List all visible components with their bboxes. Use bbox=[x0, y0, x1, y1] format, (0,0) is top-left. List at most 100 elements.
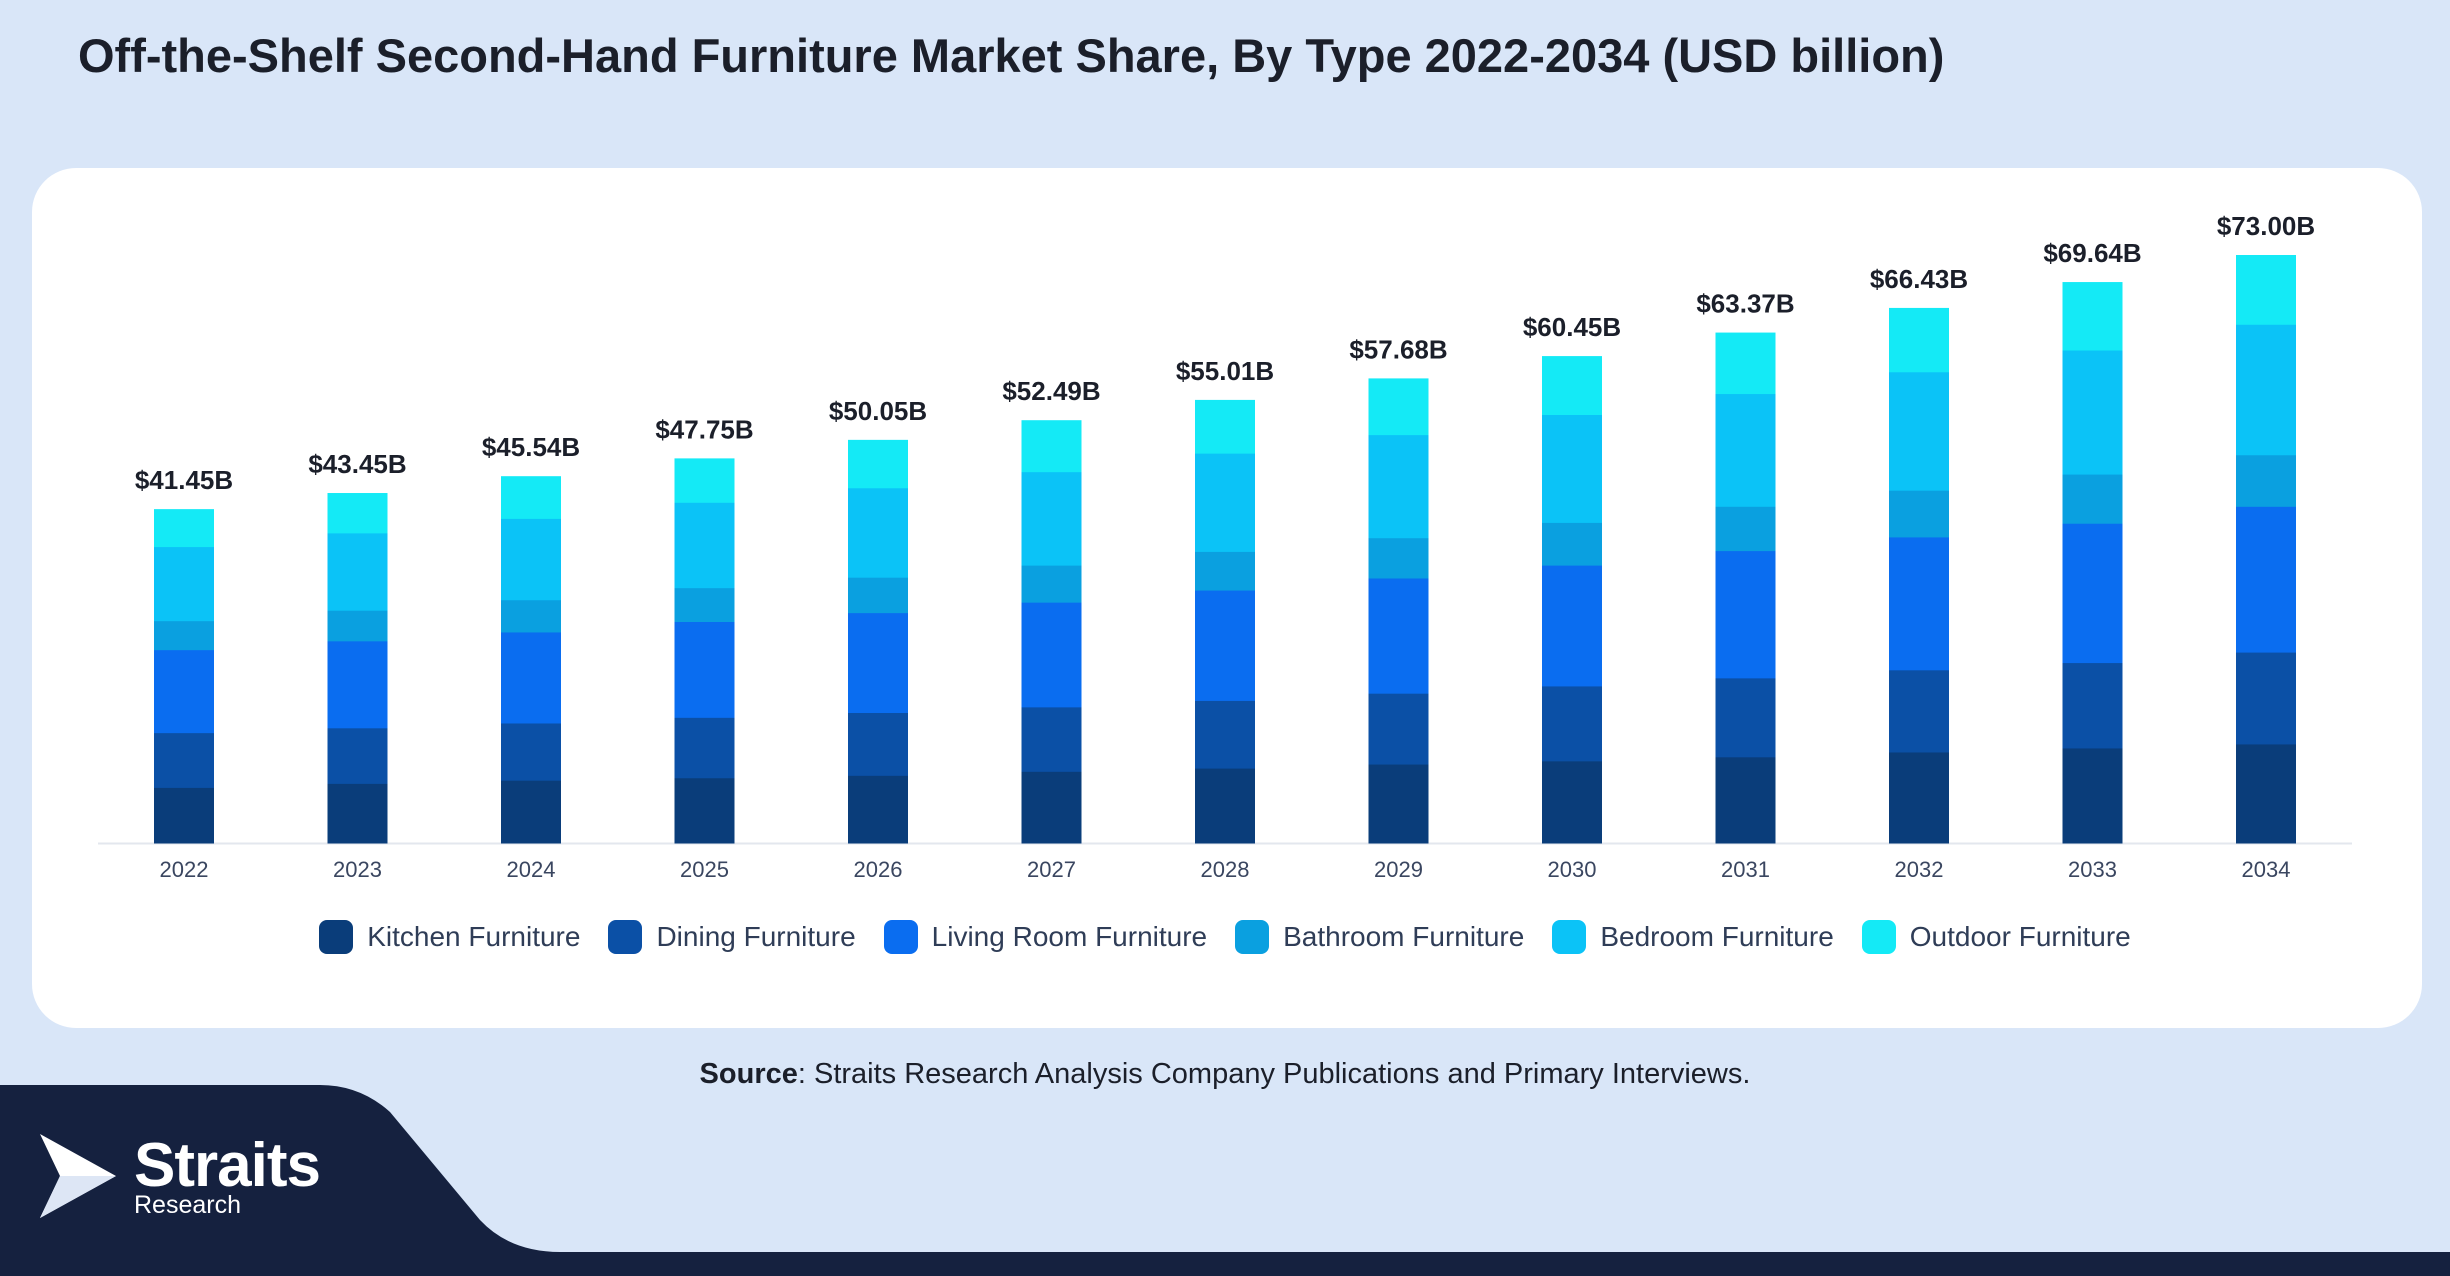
x-tick-label-2028: 2028 bbox=[1201, 857, 1250, 882]
bar-segment-kitchen-furniture-2024 bbox=[501, 780, 561, 844]
bar-segment-bedroom-furniture-2022 bbox=[154, 546, 214, 622]
bar-segment-kitchen-furniture-2025 bbox=[674, 777, 735, 844]
bar-segment-bathroom-furniture-2028 bbox=[1195, 551, 1255, 591]
bar-segment-bedroom-furniture-2028 bbox=[1195, 453, 1255, 552]
bar-segment-bathroom-furniture-2030 bbox=[1542, 522, 1602, 566]
footer-band bbox=[0, 1252, 2450, 1276]
legend-item-living-room-furniture: Living Room Furniture bbox=[883, 920, 1208, 954]
bar-segment-bathroom-furniture-2023 bbox=[327, 610, 388, 642]
bar-segment-bedroom-furniture-2027 bbox=[1021, 471, 1082, 566]
bar-segment-bedroom-furniture-2029 bbox=[1368, 434, 1429, 539]
bar-segment-dining-furniture-2022 bbox=[154, 732, 214, 788]
bar-segment-bathroom-furniture-2025 bbox=[674, 587, 735, 622]
legend-label-dining-furniture: Dining Furniture bbox=[656, 921, 856, 952]
total-label-2023: $43.45B bbox=[308, 449, 406, 479]
source-note: Source: Straits Research Analysis Compan… bbox=[0, 1058, 2450, 1091]
bar-segment-dining-furniture-2032 bbox=[1889, 669, 1949, 753]
bar-segment-bedroom-furniture-2034 bbox=[2236, 324, 2296, 456]
legend-label-outdoor-furniture: Outdoor Furniture bbox=[1909, 921, 2131, 952]
logo-sub-text: Research bbox=[134, 1190, 241, 1219]
bar-segment-dining-furniture-2025 bbox=[674, 717, 735, 779]
bar-segment-kitchen-furniture-2032 bbox=[1889, 751, 1949, 844]
bar-segment-bathroom-furniture-2031 bbox=[1715, 506, 1776, 552]
legend-label-kitchen-furniture: Kitchen Furniture bbox=[367, 921, 581, 952]
legend-swatch-kitchen-furniture bbox=[319, 920, 354, 954]
bar-segment-kitchen-furniture-2022 bbox=[154, 787, 214, 844]
bar-segment-dining-furniture-2033 bbox=[2062, 662, 2123, 749]
total-label-2028: $55.01B bbox=[1176, 356, 1274, 386]
legend-label-living-room-furniture: Living Room Furniture bbox=[931, 921, 1208, 952]
bar-segment-outdoor-furniture-2034 bbox=[2236, 255, 2296, 325]
legend-swatch-dining-furniture bbox=[608, 920, 643, 954]
bar-segment-dining-furniture-2023 bbox=[327, 727, 388, 784]
bar-segment-living-room-furniture-2022 bbox=[154, 649, 214, 734]
bar-segment-kitchen-furniture-2028 bbox=[1195, 768, 1255, 844]
bar-segment-living-room-furniture-2030 bbox=[1542, 565, 1602, 687]
bar-segment-living-room-furniture-2028 bbox=[1195, 590, 1255, 701]
bar-segment-bathroom-furniture-2024 bbox=[501, 599, 561, 633]
bar-segment-bathroom-furniture-2026 bbox=[848, 577, 908, 614]
bar-segment-outdoor-furniture-2023 bbox=[327, 493, 388, 534]
legend-label-bathroom-furniture: Bathroom Furniture bbox=[1283, 921, 1525, 952]
x-tick-label-2022: 2022 bbox=[160, 857, 209, 882]
bar-segment-outdoor-furniture-2027 bbox=[1021, 420, 1082, 473]
page-title: Off-the-Shelf Second-Hand Furniture Mark… bbox=[78, 29, 1945, 82]
total-label-2024: $45.54B bbox=[482, 432, 580, 462]
footer-logo-panel bbox=[0, 1085, 560, 1252]
x-tick-label-2031: 2031 bbox=[1721, 857, 1770, 882]
bar-segment-outdoor-furniture-2030 bbox=[1542, 356, 1602, 415]
legend-item-outdoor-furniture: Outdoor Furniture bbox=[1861, 920, 2131, 954]
legend-swatch-outdoor-furniture bbox=[1861, 920, 1896, 954]
bar-segment-bedroom-furniture-2033 bbox=[2062, 350, 2123, 475]
legend-item-kitchen-furniture: Kitchen Furniture bbox=[319, 920, 580, 954]
bar-segment-bedroom-furniture-2032 bbox=[1889, 371, 1949, 491]
bar-segment-living-room-furniture-2033 bbox=[2062, 523, 2123, 664]
total-label-2026: $50.05B bbox=[829, 396, 927, 426]
bar-segment-bedroom-furniture-2023 bbox=[327, 532, 388, 611]
bar-segment-dining-furniture-2024 bbox=[501, 722, 561, 781]
bar-segment-outdoor-furniture-2028 bbox=[1195, 399, 1255, 454]
x-tick-label-2025: 2025 bbox=[680, 857, 729, 882]
bar-segment-living-room-furniture-2031 bbox=[1715, 550, 1776, 679]
bar-segment-bathroom-furniture-2029 bbox=[1368, 537, 1429, 579]
bar-segment-kitchen-furniture-2034 bbox=[2236, 743, 2296, 844]
bar-segment-living-room-furniture-2032 bbox=[1889, 536, 1949, 671]
legend-item-dining-furniture: Dining Furniture bbox=[608, 920, 856, 954]
bar-segment-outdoor-furniture-2025 bbox=[674, 458, 735, 503]
bar-segment-living-room-furniture-2023 bbox=[327, 640, 388, 729]
bar-segment-outdoor-furniture-2022 bbox=[154, 509, 214, 548]
legend-swatch-bedroom-furniture bbox=[1552, 920, 1587, 954]
bar-segment-outdoor-furniture-2033 bbox=[2062, 282, 2123, 351]
legend-swatch-living-room-furniture bbox=[883, 920, 918, 954]
total-label-2027: $52.49B bbox=[1002, 376, 1100, 406]
bar-segment-outdoor-furniture-2031 bbox=[1715, 332, 1776, 395]
x-tick-label-2030: 2030 bbox=[1548, 857, 1597, 882]
bar-segment-living-room-furniture-2026 bbox=[848, 612, 908, 714]
total-label-2034: $73.00B bbox=[2217, 211, 2315, 241]
x-tick-label-2026: 2026 bbox=[854, 857, 903, 882]
total-label-2031: $63.37B bbox=[1696, 289, 1794, 319]
bar-segment-living-room-furniture-2025 bbox=[674, 621, 735, 718]
x-tick-label-2032: 2032 bbox=[1895, 857, 1944, 882]
bar-segment-bathroom-furniture-2022 bbox=[154, 620, 214, 651]
bar-segment-bathroom-furniture-2027 bbox=[1021, 565, 1082, 603]
x-tick-label-2029: 2029 bbox=[1374, 857, 1423, 882]
bar-segment-bedroom-furniture-2025 bbox=[674, 502, 735, 589]
total-label-2022: $41.45B bbox=[135, 465, 233, 495]
legend-swatch-bathroom-furniture bbox=[1235, 920, 1270, 954]
legend-label-bedroom-furniture: Bedroom Furniture bbox=[1600, 921, 1834, 952]
source-label: Source bbox=[699, 1058, 798, 1090]
bar-segment-dining-furniture-2026 bbox=[848, 712, 908, 776]
bar-segment-living-room-furniture-2024 bbox=[501, 631, 561, 724]
bar-segment-kitchen-furniture-2027 bbox=[1021, 771, 1082, 844]
total-label-2032: $66.43B bbox=[1870, 264, 1968, 294]
legend-item-bathroom-furniture: Bathroom Furniture bbox=[1235, 920, 1524, 954]
bar-segment-outdoor-furniture-2032 bbox=[1889, 307, 1949, 373]
bar-segment-kitchen-furniture-2023 bbox=[327, 783, 388, 844]
bar-segment-bathroom-furniture-2032 bbox=[1889, 490, 1949, 538]
bar-segment-kitchen-furniture-2029 bbox=[1368, 764, 1429, 844]
x-tick-label-2034: 2034 bbox=[2242, 857, 2291, 882]
x-tick-label-2027: 2027 bbox=[1027, 857, 1076, 882]
bar-segment-dining-furniture-2029 bbox=[1368, 693, 1429, 765]
